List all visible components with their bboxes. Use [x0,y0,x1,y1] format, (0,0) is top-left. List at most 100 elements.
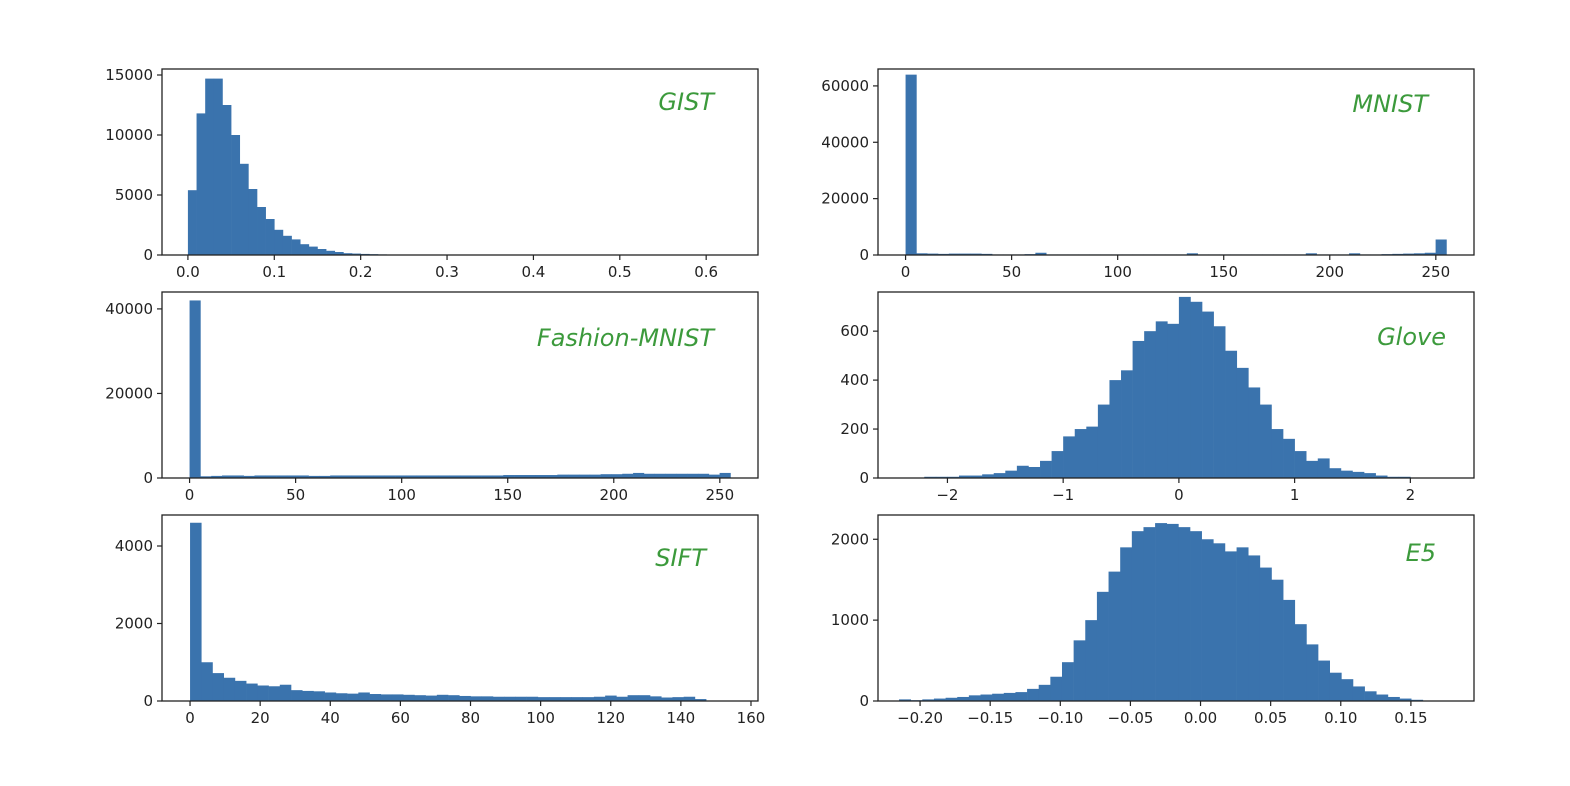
histogram-bar [1074,429,1087,478]
x-tick-label: 0.10 [1324,709,1357,727]
histogram-bar [535,475,547,478]
histogram-bar [391,694,404,701]
histogram-bar [362,475,374,478]
histogram-bar [222,475,234,478]
histogram-bar [324,692,337,701]
histogram-bar [384,475,396,478]
x-tick-label: 0 [901,263,911,281]
histogram-bar [1403,253,1415,255]
histogram-bar [611,474,623,478]
histogram-bar [302,690,314,701]
histogram-bar [1178,296,1191,478]
axes-frame [877,514,1475,702]
x-tick-label: −0.20 [897,709,943,727]
histogram-bar [1097,404,1110,478]
y-tick-label: 0 [859,469,869,487]
panel-label: SIFT [655,544,708,572]
histogram-bar [492,475,504,478]
histogram-bar [672,697,684,702]
histogram-bar [1317,458,1330,478]
histogram-bar [568,474,580,478]
x-tick-label: 0.00 [1184,709,1217,727]
histogram-bar [1271,579,1284,701]
x-tick-label: 0.4 [521,263,545,281]
histogram-bar [1306,460,1319,478]
histogram-bar [201,662,213,701]
histogram-bar [448,695,460,701]
histogram-bar [248,189,258,255]
x-tick-label: 100 [526,709,555,727]
histogram-bar [405,475,418,478]
histogram-bar [1073,640,1086,701]
histogram-bar [308,246,318,255]
histogram-bar [335,693,348,701]
histogram-bar [1349,253,1361,255]
histogram-bar [683,696,696,701]
histogram-bar [957,696,970,701]
histogram-bar [504,696,516,701]
histogram-bar [212,673,224,701]
histogram-bar [291,690,303,701]
axes-frame [877,68,1475,256]
x-tick-label: −0.10 [1037,709,1083,727]
x-tick-label: 160 [737,709,766,727]
x-tick-label: 0.0 [176,263,200,281]
bars [189,300,731,478]
histogram-bar [380,694,393,701]
histogram-bar [537,697,550,702]
histogram-bar [526,696,539,701]
x-tick-label: −0.05 [1107,709,1153,727]
axes-frame [877,291,1475,479]
histogram-bar [1340,470,1353,478]
histogram-bar [970,253,982,255]
histogram-bar [1178,527,1191,701]
x-tick-label: 1 [1290,486,1300,504]
histogram-bar [899,699,911,701]
histogram-bar [650,696,662,701]
histogram-bar [492,696,505,701]
histogram-bar [589,474,601,478]
histogram-bar [708,474,720,478]
x-tick-label: 60 [391,709,410,727]
histogram-bar [1131,531,1144,701]
histogram-bar [274,229,284,255]
histogram-bar [927,253,939,255]
panel-fashion-mnist: 0 50 100 150 200 250 0 20000 40000 Fashion-MNIST [105,291,759,504]
histogram-bar [223,677,236,701]
histogram-bar [369,694,382,701]
x-tick-label: 200 [599,486,628,504]
x-tick-label: 0 [1174,486,1184,504]
histogram-bar [279,684,292,701]
histogram-bar [234,680,247,701]
histogram-bar [1318,660,1330,701]
y-tick-label: 4000 [115,537,153,555]
y-tick-label: 400 [840,371,869,389]
histogram-bar [578,474,591,478]
histogram-bar [638,695,651,701]
histogram-bar [187,190,197,255]
histogram-bar [1294,451,1307,478]
panel-label: MNIST [1352,90,1430,118]
histogram-bar [1202,311,1214,478]
histogram-bar [1015,692,1028,701]
histogram-bar [265,219,275,255]
x-tick-label: −1 [1052,486,1074,504]
y-tick-label: 600 [840,322,869,340]
histogram-bar [373,475,385,478]
histogram-bar [213,78,223,255]
histogram-bar [970,475,983,478]
x-tick-label: −2 [936,486,958,504]
histogram-bar [905,74,917,255]
y-tick-label: 20000 [105,384,153,402]
histogram-bar [1399,698,1412,701]
panel-mnist: 0 50 100 150 200 250 0 20000 40000 60000 MNIST [821,68,1475,281]
histogram-bar [334,252,344,255]
histogram-bar [1236,367,1249,478]
histogram-bar [982,474,995,478]
histogram-bar [1051,451,1064,478]
histogram-bar [593,696,606,701]
histogram-bar [481,475,493,478]
x-tick-label: 150 [493,486,522,504]
histogram-bar [1271,429,1284,478]
histogram-bar [1225,350,1238,478]
